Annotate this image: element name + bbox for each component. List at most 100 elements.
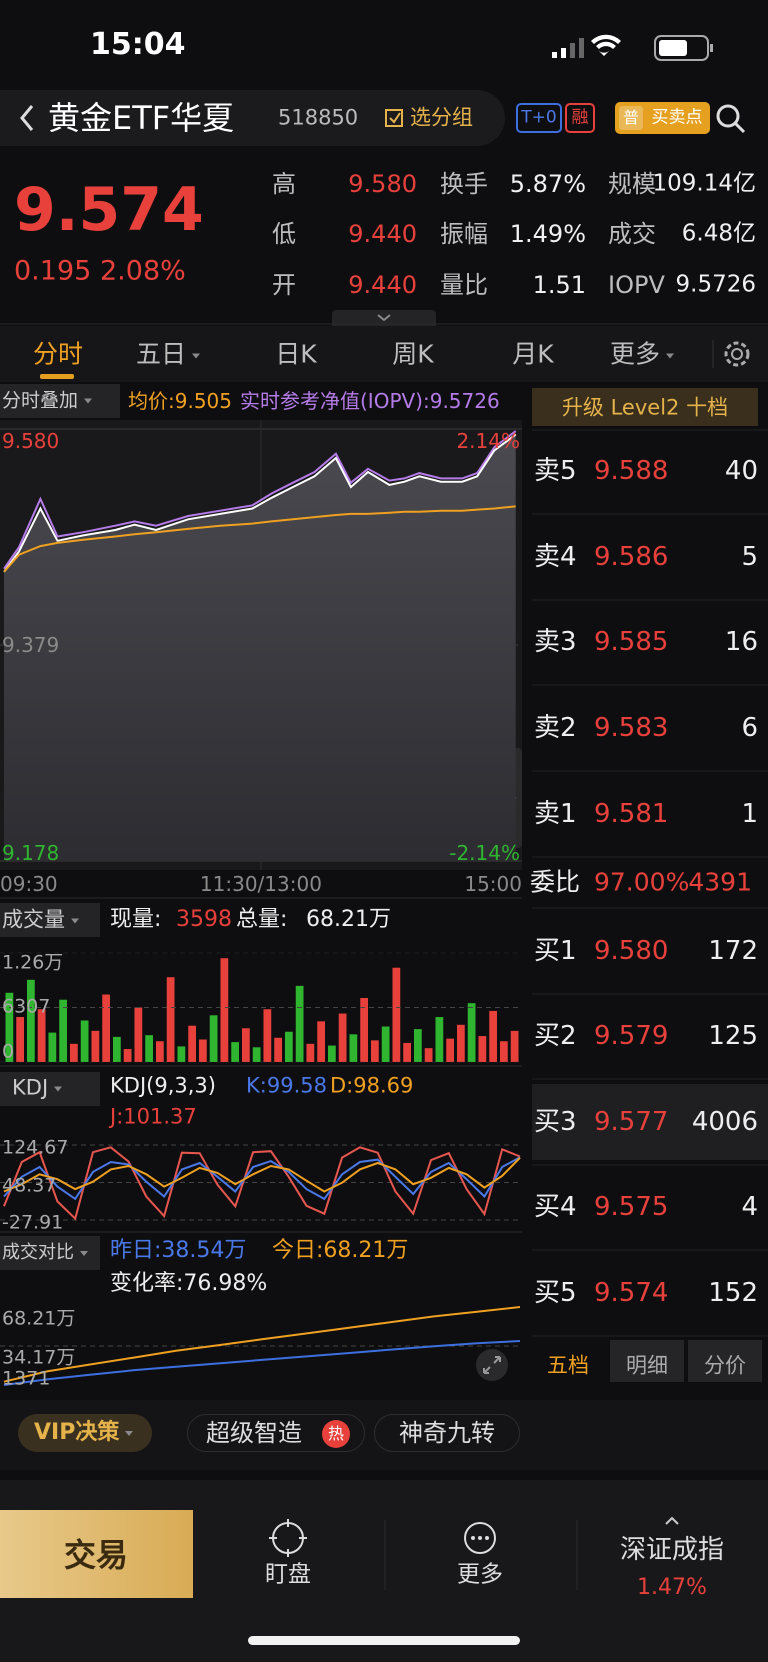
fullscreen-icon[interactable] [476,1349,508,1381]
tab[interactable]: 更多 [610,342,674,367]
bid3-highlight [532,1084,768,1160]
volume-bar [59,999,67,1062]
nav-label[interactable]: 更多 [457,1561,503,1588]
tool-pill[interactable] [187,1414,365,1452]
order-price: 9.585 [594,627,669,657]
ratio-value: 97.00% [594,867,690,897]
tab[interactable]: 分时 [32,339,84,369]
price-line [3,433,517,573]
price-change: 0.195 [14,255,92,287]
trade-button[interactable] [0,1510,193,1598]
order-volume: 5 [741,542,758,572]
y-tick-label: 9.178 [2,841,60,865]
expand-chevron[interactable] [377,314,391,322]
book-tab[interactable]: 明细 [626,1353,668,1378]
tab-bg[interactable] [610,1340,684,1382]
t0-badge [516,103,562,133]
level2-upgrade[interactable]: 升级 Level2 十档 [561,395,729,420]
pct-bottom: -2.14% [449,841,520,865]
volume-bar [317,1021,325,1062]
hot-badge-text: 热 [327,1424,345,1443]
hot-badge [322,1420,350,1448]
compare-today: 今日:68.21万 [272,1238,409,1263]
volume-menu[interactable]: 成交量 [2,909,79,931]
stat-value: 1.51 [532,271,586,299]
tool-button[interactable]: 超级智造 [206,1419,302,1447]
volume-bar [102,994,110,1062]
index-arrow[interactable] [665,1516,679,1525]
tab[interactable]: 五日 [136,342,200,367]
y-tick-label: 0 [2,1040,15,1063]
tab[interactable]: 日K [275,339,317,369]
volume-bar [360,997,368,1062]
volume-bar [500,1041,508,1062]
stat-value: 9.580 [348,170,417,198]
volume-bar [80,1020,89,1062]
index-change: 1.47% [637,1575,707,1600]
tool-button[interactable]: 神奇九转 [399,1419,495,1447]
volume-bar [252,1047,261,1062]
stock-name: 黄金ETF华夏 [48,99,235,137]
tab[interactable]: 月K [512,339,554,369]
volume-total-label: 总量: [236,907,288,932]
order-price: 9.575 [594,1192,669,1222]
kdj-menu[interactable]: KDJ [12,1077,62,1099]
y-tick-label: 48.37 [2,1174,57,1196]
book-tab[interactable]: 分价 [704,1353,746,1378]
volume-bar [510,1030,519,1062]
tab[interactable]: 周K [392,339,434,369]
settings-icon[interactable] [724,341,750,367]
stat-label: 低 [272,220,296,248]
upgrade-bg[interactable] [532,388,758,426]
overlay-menu[interactable]: 分时叠加 [2,391,92,411]
tool-pill[interactable] [374,1414,520,1452]
volume-bar [274,1037,282,1062]
back-icon[interactable] [20,105,34,131]
order-price: 9.588 [594,456,669,486]
y-tick-label: 1.26万 [2,951,64,974]
volume-bar [113,1036,121,1062]
home-indicator [248,1636,520,1645]
order-label: 买3 [534,1107,577,1137]
volume-bar [242,1028,250,1062]
signal-badge[interactable] [615,102,710,134]
volume-bar [263,1009,272,1062]
status-icons [552,34,713,61]
compare-line [3,1340,521,1386]
volume-bar [177,1046,186,1062]
volume-current: 3598 [176,907,232,932]
tab-bg[interactable] [688,1340,762,1382]
last-price: 9.574 [14,175,204,245]
search-icon[interactable] [716,104,740,128]
group-button[interactable]: 选分组 [410,105,473,130]
price-line [3,430,517,570]
signal-text[interactable]: 买卖点 [651,107,703,128]
ratio-label: 委比 [530,867,581,897]
book-tab[interactable]: 五档 [547,1353,589,1378]
compare-menu[interactable]: 成交对比 [2,1244,88,1262]
trade-label[interactable]: 交易 [63,1536,129,1574]
index-name[interactable]: 深证成指 [619,1535,725,1565]
volume-bar [435,1017,444,1062]
volume-bar [349,1034,358,1062]
stat-value: 9.440 [348,220,417,248]
more-icon[interactable] [464,1522,496,1554]
kdj-d: D:98.69 [330,1073,414,1098]
volume-bar [220,958,229,1062]
watch-icon[interactable] [269,1519,307,1557]
group-icon[interactable] [385,109,403,127]
order-price: 9.579 [594,1021,669,1051]
order-label: 卖2 [534,713,577,743]
active-tab-indicator [40,374,74,379]
nav-label[interactable]: 盯盘 [265,1561,311,1588]
volume-bar [371,1040,379,1062]
order-price: 9.580 [594,936,669,966]
volume-bar [306,1043,315,1062]
volume-bar [414,1029,422,1062]
expand-tab[interactable] [332,310,436,326]
vip-button[interactable]: VIP决策 [34,1422,133,1444]
volume-bar [145,1035,153,1062]
order-volume: 1 [741,799,758,829]
kdj-line [3,1146,521,1221]
